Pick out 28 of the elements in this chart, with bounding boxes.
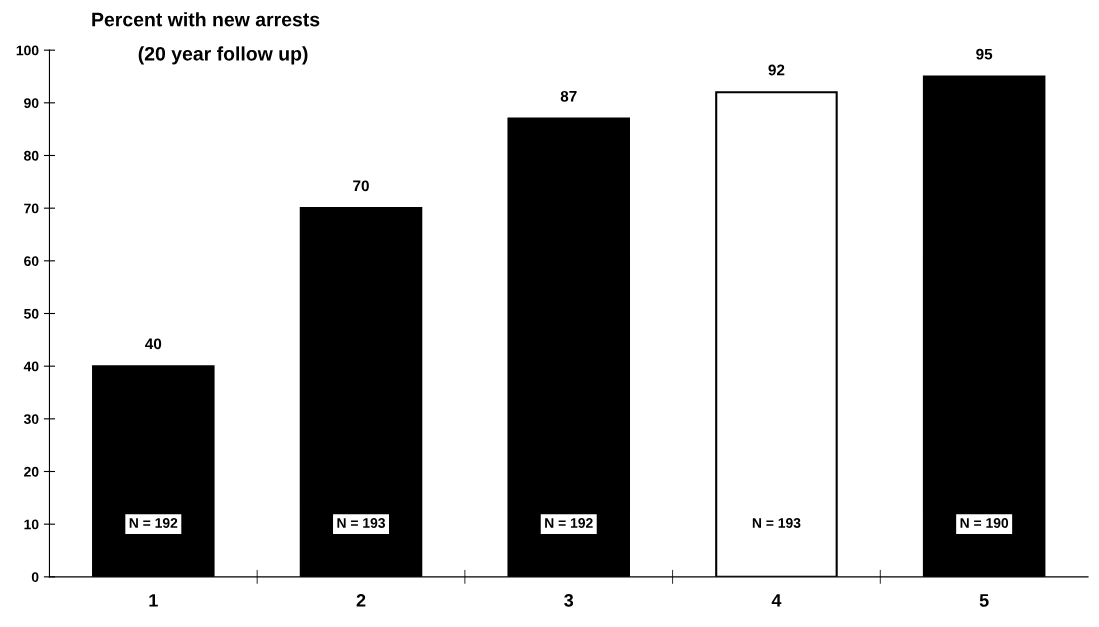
y-tick-label: 100 bbox=[16, 45, 39, 56]
y-tick-label: 30 bbox=[23, 414, 39, 425]
chart-title: Percent with new arrests bbox=[92, 12, 320, 27]
y-tick-label: 60 bbox=[24, 256, 39, 266]
annotation: N = 193 bbox=[337, 518, 386, 528]
y-tick-label: 70 bbox=[24, 203, 39, 214]
y-tick-label: 40 bbox=[23, 361, 39, 372]
data-label: 40 bbox=[145, 338, 162, 350]
annotation: N = 190 bbox=[960, 518, 1009, 528]
chart-subtitle: (20 year follow up) bbox=[138, 46, 308, 65]
y-tick-label: 50 bbox=[24, 308, 39, 319]
annotation: N = 193 bbox=[752, 518, 801, 528]
x-tick-label: 5 bbox=[979, 594, 989, 607]
x-tick-label: 4 bbox=[771, 594, 782, 607]
annotation: N = 192 bbox=[129, 518, 178, 528]
x-tick-label: 2 bbox=[356, 593, 366, 607]
y-tick-label: 0 bbox=[31, 572, 39, 583]
y-tick-label: 90 bbox=[24, 98, 39, 108]
annotation: N = 192 bbox=[545, 518, 593, 528]
data-label: 95 bbox=[976, 48, 993, 60]
y-tick-label: 10 bbox=[24, 519, 39, 530]
y-tick-label: 20 bbox=[24, 466, 39, 477]
data-label: 70 bbox=[353, 180, 369, 192]
x-tick-label: 1 bbox=[149, 594, 158, 607]
data-label: 87 bbox=[560, 90, 577, 102]
y-tick-label: 80 bbox=[24, 150, 39, 161]
x-tick-label: 3 bbox=[564, 593, 574, 607]
data-label: 92 bbox=[768, 64, 785, 76]
